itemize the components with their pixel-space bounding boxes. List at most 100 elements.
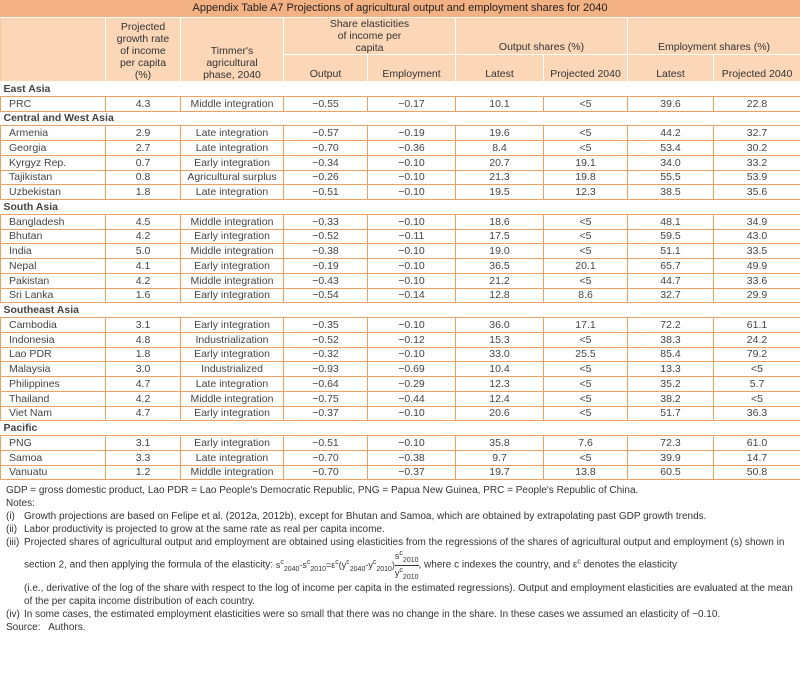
cell-employment-projected: 32.7	[713, 125, 800, 141]
cell-output-latest: 10.4	[455, 361, 544, 377]
group-row: East Asia	[0, 81, 800, 97]
table-row: Kyrgyz Rep. 0.7 Early integration −0.34 −0.1…	[0, 154, 800, 171]
cell-phase: Middle integration	[180, 464, 284, 481]
cell-output-elasticity: −0.70	[283, 449, 368, 466]
cell-country: PRC	[0, 95, 106, 112]
cell-growth-rate: 4.7	[105, 376, 181, 392]
cell-output-elasticity: −0.64	[283, 376, 368, 392]
header-output: Output	[283, 54, 368, 82]
cell-employment-latest: 38.3	[627, 331, 715, 348]
table-title: Appendix Table A7 Projections of agricul…	[0, 0, 800, 17]
header-employment-projected: Projected 2040	[713, 54, 800, 82]
cell-phase: Agricultural surplus	[180, 169, 284, 186]
cell-employment-projected: 53.9	[713, 169, 800, 186]
cell-country: Vanuatu	[0, 464, 106, 481]
table-row: PNG 3.1 Early integration −0.51 −0.10 35.8 7.6…	[0, 435, 800, 451]
table-row: Indonesia 4.8 Industrialization −0.52 −0.12 1…	[0, 331, 800, 348]
cell-output-elasticity: −0.93	[283, 361, 368, 377]
group-label: Southeast Asia	[0, 302, 800, 318]
cell-growth-rate: 4.1	[105, 258, 181, 274]
cell-growth-rate: 1.2	[105, 464, 181, 481]
group-row: South Asia	[0, 199, 800, 215]
cell-employment-latest: 44.2	[627, 125, 715, 141]
cell-output-elasticity: −0.26	[283, 169, 368, 186]
cell-output-projected: <5	[542, 390, 629, 407]
cell-country: Thailand	[0, 390, 106, 407]
cell-country: Bhutan	[0, 228, 106, 245]
cell-output-latest: 12.3	[455, 376, 544, 392]
cell-employment-latest: 65.7	[627, 258, 715, 274]
cell-phase: Early integration	[180, 258, 284, 274]
cell-output-projected: 25.5	[542, 346, 629, 363]
cell-output-projected: <5	[542, 405, 629, 422]
cell-output-projected: 13.8	[542, 464, 629, 481]
elasticity-formula: sc2040-sc2010=εc(yc2040-yc2010) sc2010 yc2…	[275, 550, 419, 581]
cell-country: Kyrgyz Rep.	[0, 154, 106, 171]
source: Source: Authors.	[6, 621, 86, 633]
cell-employment-elasticity: −0.10	[367, 169, 456, 186]
cell-output-projected: <5	[542, 125, 629, 141]
cell-employment-elasticity: −0.44	[367, 390, 456, 407]
cell-phase: Middle integration	[180, 272, 284, 289]
cell-output-projected: <5	[542, 376, 629, 392]
cell-growth-rate: 3.1	[105, 317, 181, 333]
cell-phase: Late integration	[180, 376, 284, 392]
cell-output-projected: <5	[542, 331, 629, 348]
cell-employment-elasticity: −0.10	[367, 272, 456, 289]
cell-employment-latest: 72.3	[627, 435, 715, 451]
cell-employment-elasticity: −0.14	[367, 287, 456, 304]
group-label: Pacific	[0, 420, 800, 436]
cell-output-elasticity: −0.34	[283, 154, 368, 171]
table-row: Cambodia 3.1 Early integration −0.35 −0.10 36…	[0, 317, 800, 333]
table-row: Sri Lanka 1.6 Early integration −0.54 −0.14 1…	[0, 287, 800, 304]
cell-phase: Middle integration	[180, 95, 284, 112]
cell-employment-elasticity: −0.38	[367, 449, 456, 466]
cell-employment-elasticity: −0.10	[367, 317, 456, 333]
cell-output-latest: 33.0	[455, 346, 544, 363]
cell-output-elasticity: −0.52	[283, 228, 368, 245]
cell-employment-projected: 36.3	[713, 405, 800, 422]
cell-growth-rate: 5.0	[105, 243, 181, 259]
cell-employment-latest: 72.2	[627, 317, 715, 333]
cell-output-latest: 8.4	[455, 140, 544, 156]
cell-output-latest: 12.8	[455, 287, 544, 304]
cell-growth-rate: 3.0	[105, 361, 181, 377]
table-row: Nepal 4.1 Early integration −0.19 −0.10 36.5 2…	[0, 258, 800, 274]
cell-output-elasticity: −0.37	[283, 405, 368, 422]
cell-employment-latest: 51.7	[627, 405, 715, 422]
cell-country: Cambodia	[0, 317, 106, 333]
table-row: Uzbekistan 1.8 Late integration −0.51 −0.10 1…	[0, 184, 800, 200]
cell-employment-elasticity: −0.11	[367, 228, 456, 245]
cell-country: Pakistan	[0, 272, 106, 289]
cell-country: Lao PDR	[0, 346, 106, 363]
header-employment-latest: Latest	[627, 54, 715, 82]
cell-phase: Late integration	[180, 184, 284, 200]
header-country	[0, 17, 106, 82]
cell-output-latest: 18.6	[455, 213, 544, 230]
cell-growth-rate: 4.8	[105, 331, 181, 348]
cell-employment-latest: 48.1	[627, 213, 715, 230]
group-row: Pacific	[0, 420, 800, 436]
table-row: India 5.0 Middle integration −0.38 −0.10 19.0…	[0, 243, 800, 259]
cell-country: PNG	[0, 435, 106, 451]
cell-output-elasticity: −0.54	[283, 287, 368, 304]
cell-output-projected: <5	[542, 95, 629, 112]
cell-output-latest: 21.2	[455, 272, 544, 289]
cell-phase: Late integration	[180, 125, 284, 141]
cell-output-elasticity: −0.57	[283, 125, 368, 141]
notes: GDP = gross domestic product, Lao PDR = …	[0, 480, 800, 634]
cell-output-latest: 20.7	[455, 154, 544, 171]
table-row: Pakistan 4.2 Middle integration −0.43 −0.10 2…	[0, 272, 800, 289]
cell-country: Indonesia	[0, 331, 106, 348]
cell-growth-rate: 4.2	[105, 272, 181, 289]
cell-phase: Early integration	[180, 346, 284, 363]
cell-employment-projected: 14.7	[713, 449, 800, 466]
note-ii: (ii) Labor productivity is projected to g…	[6, 524, 385, 536]
cell-employment-projected: 33.6	[713, 272, 800, 289]
cell-employment-elasticity: −0.10	[367, 154, 456, 171]
group-label: South Asia	[0, 199, 800, 215]
cell-employment-latest: 39.9	[627, 449, 715, 466]
notes-label: Notes:	[6, 498, 35, 510]
cell-phase: Early integration	[180, 317, 284, 333]
cell-employment-projected: 33.2	[713, 154, 800, 171]
